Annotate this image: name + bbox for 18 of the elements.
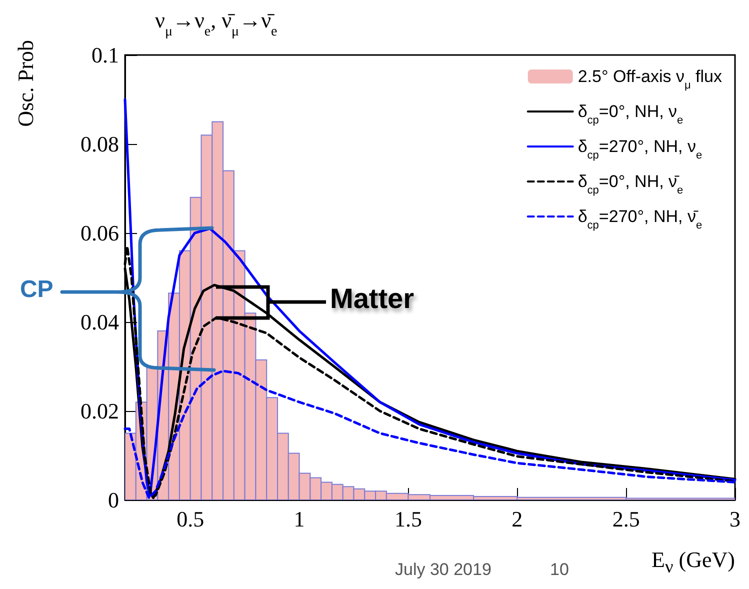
x-tick-label: 3 xyxy=(730,506,740,532)
x-tick-label: 2 xyxy=(512,506,523,532)
y-tick-label: 0.08 xyxy=(80,132,119,156)
y-tick-label: 0 xyxy=(108,488,119,512)
x-tick-label: 0.5 xyxy=(176,506,204,532)
text: July 30 2019 xyxy=(395,560,492,580)
annotation: Matter xyxy=(330,283,414,315)
text: 10 xyxy=(550,560,569,580)
annotation: CP xyxy=(20,276,54,303)
y-tick-label: 0.06 xyxy=(80,220,119,246)
y-tick-label: 0.02 xyxy=(80,398,119,424)
y-axis-title: Osc. Prob xyxy=(13,40,38,127)
y-tick-label: 0.04 xyxy=(80,310,119,334)
x-tick-label: 1.5 xyxy=(394,506,422,532)
x-axis-title: E$_{ν}$ (GeV) xyxy=(652,547,735,577)
y-tick-label: 0.1 xyxy=(92,42,119,68)
x-tick-label: 1 xyxy=(294,506,305,532)
x-tick-label: 2.5 xyxy=(612,506,640,532)
